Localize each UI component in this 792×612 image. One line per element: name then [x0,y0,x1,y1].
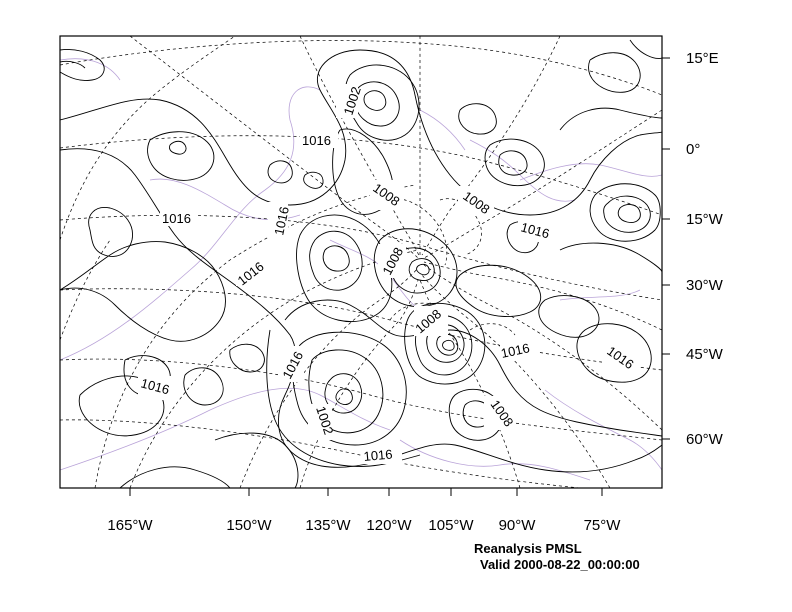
graticule [60,36,662,488]
longitude-tick-label: 135°W [305,517,351,534]
longitude-tick-label: 75°W [584,517,622,534]
caption-valid-time: Valid 2000-08-22_00:00:00 [480,557,640,572]
contour-label: 1016 [271,205,292,236]
contour-label: 1016 [500,340,531,361]
caption-title: Reanalysis PMSL [474,541,582,556]
right-tick-label: 45°W [686,346,724,363]
longitude-tick-label: 120°W [366,517,412,534]
longitude-tick-label: 165°W [107,517,153,534]
isobars [60,39,662,488]
longitude-tick-label: 150°W [226,517,272,534]
contour-label-group: 1002 1016 1008 1008 1016 1016 1008 1016 … [138,84,638,464]
right-tick-label: 30°W [686,277,724,294]
bottom-axis: 165°W 150°W 135°W 120°W 105°W 90°W 75°W [107,488,621,534]
map-frame [59,35,663,489]
contour-label: 1016 [363,447,393,464]
longitude-tick-label: 90°W [499,517,537,534]
contour-label: 1016 [519,219,551,241]
longitude-tick-label: 105°W [428,517,474,534]
right-tick-label: 15°E [686,50,719,67]
right-tick-label: 15°W [686,211,724,228]
right-tick-label: 0° [686,141,700,158]
contour-label: 1016 [162,211,191,226]
coastlines [60,58,662,481]
contour-label: 1016 [302,133,331,148]
contour-label: 1016 [139,375,171,397]
right-axis: 15°E 0° 15°W 30°W 45°W 60°W [662,50,724,448]
right-tick-label: 60°W [686,431,724,448]
